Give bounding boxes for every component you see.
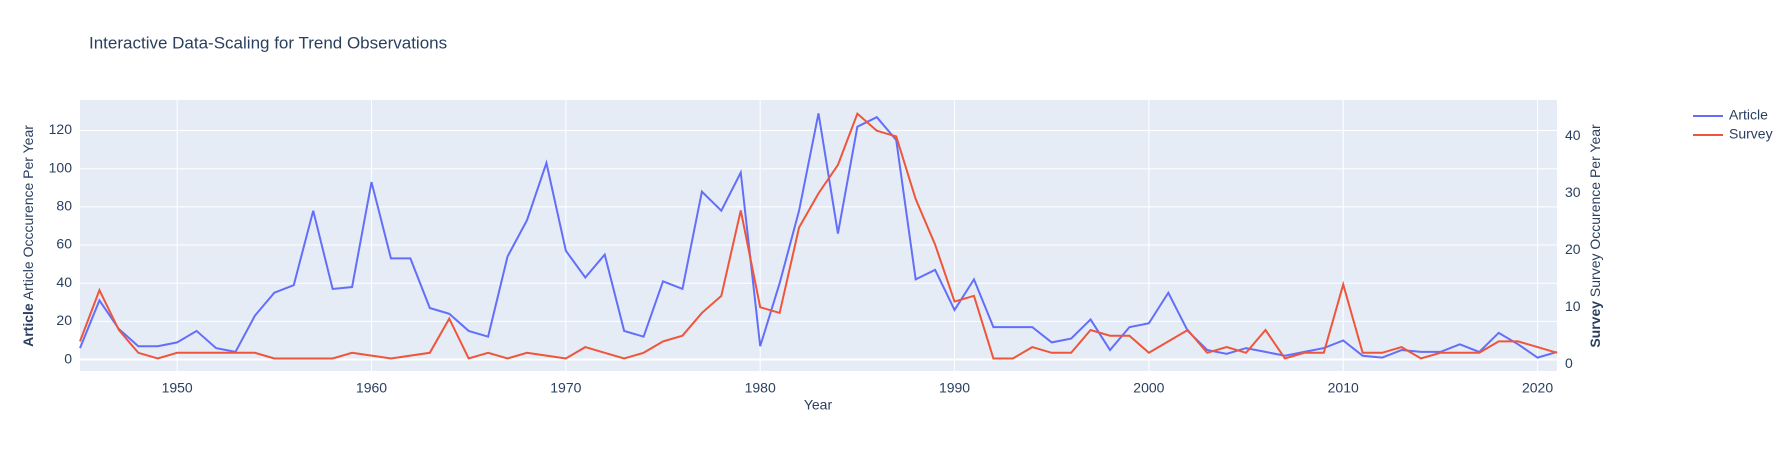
x-tick-label: 1980 (745, 380, 776, 396)
line-series (79, 113, 1558, 359)
x-tick-label: 1960 (356, 380, 387, 396)
y-axis-title-text: Article Occcurence Per Year (20, 125, 36, 300)
y2-tick-label: 20 (1565, 241, 1581, 257)
y-tick-label: 20 (56, 312, 72, 328)
y-tick-label: 0 (64, 350, 72, 366)
x-tick-label: 1950 (162, 380, 193, 396)
y-axis-title-bold: Article (20, 303, 36, 347)
y-tick-label: 40 (56, 274, 72, 290)
plot-area (80, 100, 1557, 371)
y2-tick-label: 30 (1565, 184, 1581, 200)
line-series (79, 111, 1558, 360)
x-tick-label: 1990 (939, 380, 970, 396)
y-tick-label: 120 (49, 121, 73, 137)
x-axis-title: Year (804, 397, 833, 413)
y2-axis-title-bold: Survey (1587, 301, 1603, 348)
x-tick-label: 1970 (550, 380, 581, 396)
y2-axis-title: Survey Survey Occurence Per Year (1587, 124, 1603, 348)
y2-tick-label: 10 (1565, 298, 1581, 314)
x-tick-label: 2010 (1328, 380, 1359, 396)
x-tick-label: 2020 (1522, 380, 1553, 396)
legend-label[interactable]: Article (1729, 107, 1768, 123)
chart-title: Interactive Data-Scaling for Trend Obser… (89, 33, 447, 52)
y-tick-label: 80 (56, 198, 72, 214)
legend-label[interactable]: Survey (1729, 126, 1773, 142)
y-axis-title: Article Article Occcurence Per Year (20, 125, 36, 347)
y2-axis-title-text: Survey Occurence Per Year (1587, 124, 1603, 297)
y2-tick-label: 0 (1565, 355, 1573, 371)
y-tick-label: 60 (56, 236, 72, 252)
x-tick-label: 2000 (1133, 380, 1164, 396)
y-tick-label: 100 (49, 159, 73, 175)
y2-tick-label: 40 (1565, 127, 1581, 143)
